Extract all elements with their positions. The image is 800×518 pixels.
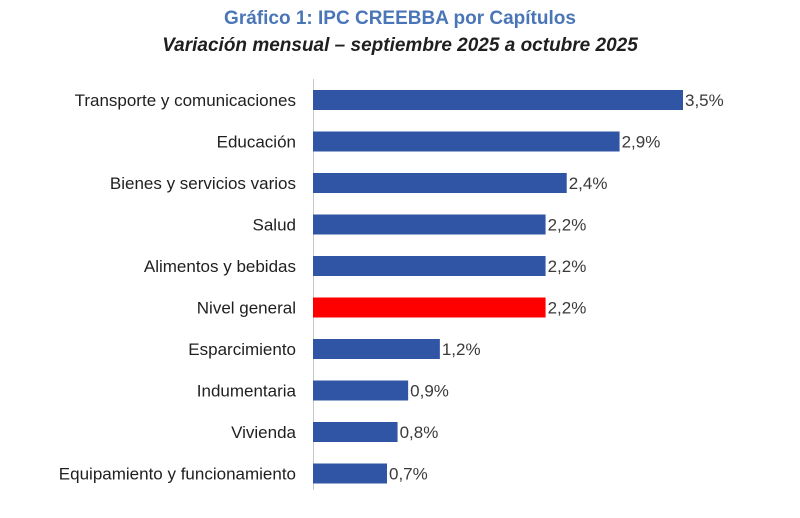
value-label: 1,2% — [442, 340, 481, 359]
value-label: 2,2% — [548, 257, 587, 276]
value-label: 2,4% — [569, 174, 608, 193]
category-label: Esparcimiento — [188, 340, 296, 359]
bar-2 — [313, 173, 567, 193]
chart-subtitle: Variación mensual – septiembre 2025 a oc… — [162, 35, 638, 56]
bar-1 — [313, 131, 620, 152]
value-label: 2,2% — [548, 216, 587, 235]
category-label: Salud — [253, 216, 296, 235]
category-label: Transporte y comunicaciones — [75, 91, 296, 110]
category-label: Nivel general — [197, 299, 296, 318]
category-label: Equipamiento y funcionamiento — [59, 465, 296, 484]
bar-0 — [313, 90, 683, 110]
bar-5 — [313, 297, 546, 318]
category-label: Educación — [217, 133, 296, 152]
value-label: 0,8% — [400, 423, 439, 442]
bar-8 — [313, 422, 398, 442]
value-label: 2,2% — [548, 299, 587, 318]
value-label: 0,7% — [389, 465, 428, 484]
category-label: Vivienda — [231, 423, 296, 442]
bar-9 — [313, 463, 387, 484]
category-label: Bienes y servicios varios — [110, 174, 296, 193]
value-label: 0,9% — [410, 382, 449, 401]
value-label: 3,5% — [685, 91, 724, 110]
value-label: 2,9% — [622, 133, 661, 152]
bar-3 — [313, 214, 546, 235]
bar-6 — [313, 339, 440, 359]
bar-7 — [313, 380, 409, 401]
category-label: Indumentaria — [197, 382, 297, 401]
category-label: Alimentos y bebidas — [144, 257, 296, 276]
bar-4 — [313, 256, 546, 276]
chart-title: Gráfico 1: IPC CREEBBA por Capítulos — [224, 8, 576, 29]
